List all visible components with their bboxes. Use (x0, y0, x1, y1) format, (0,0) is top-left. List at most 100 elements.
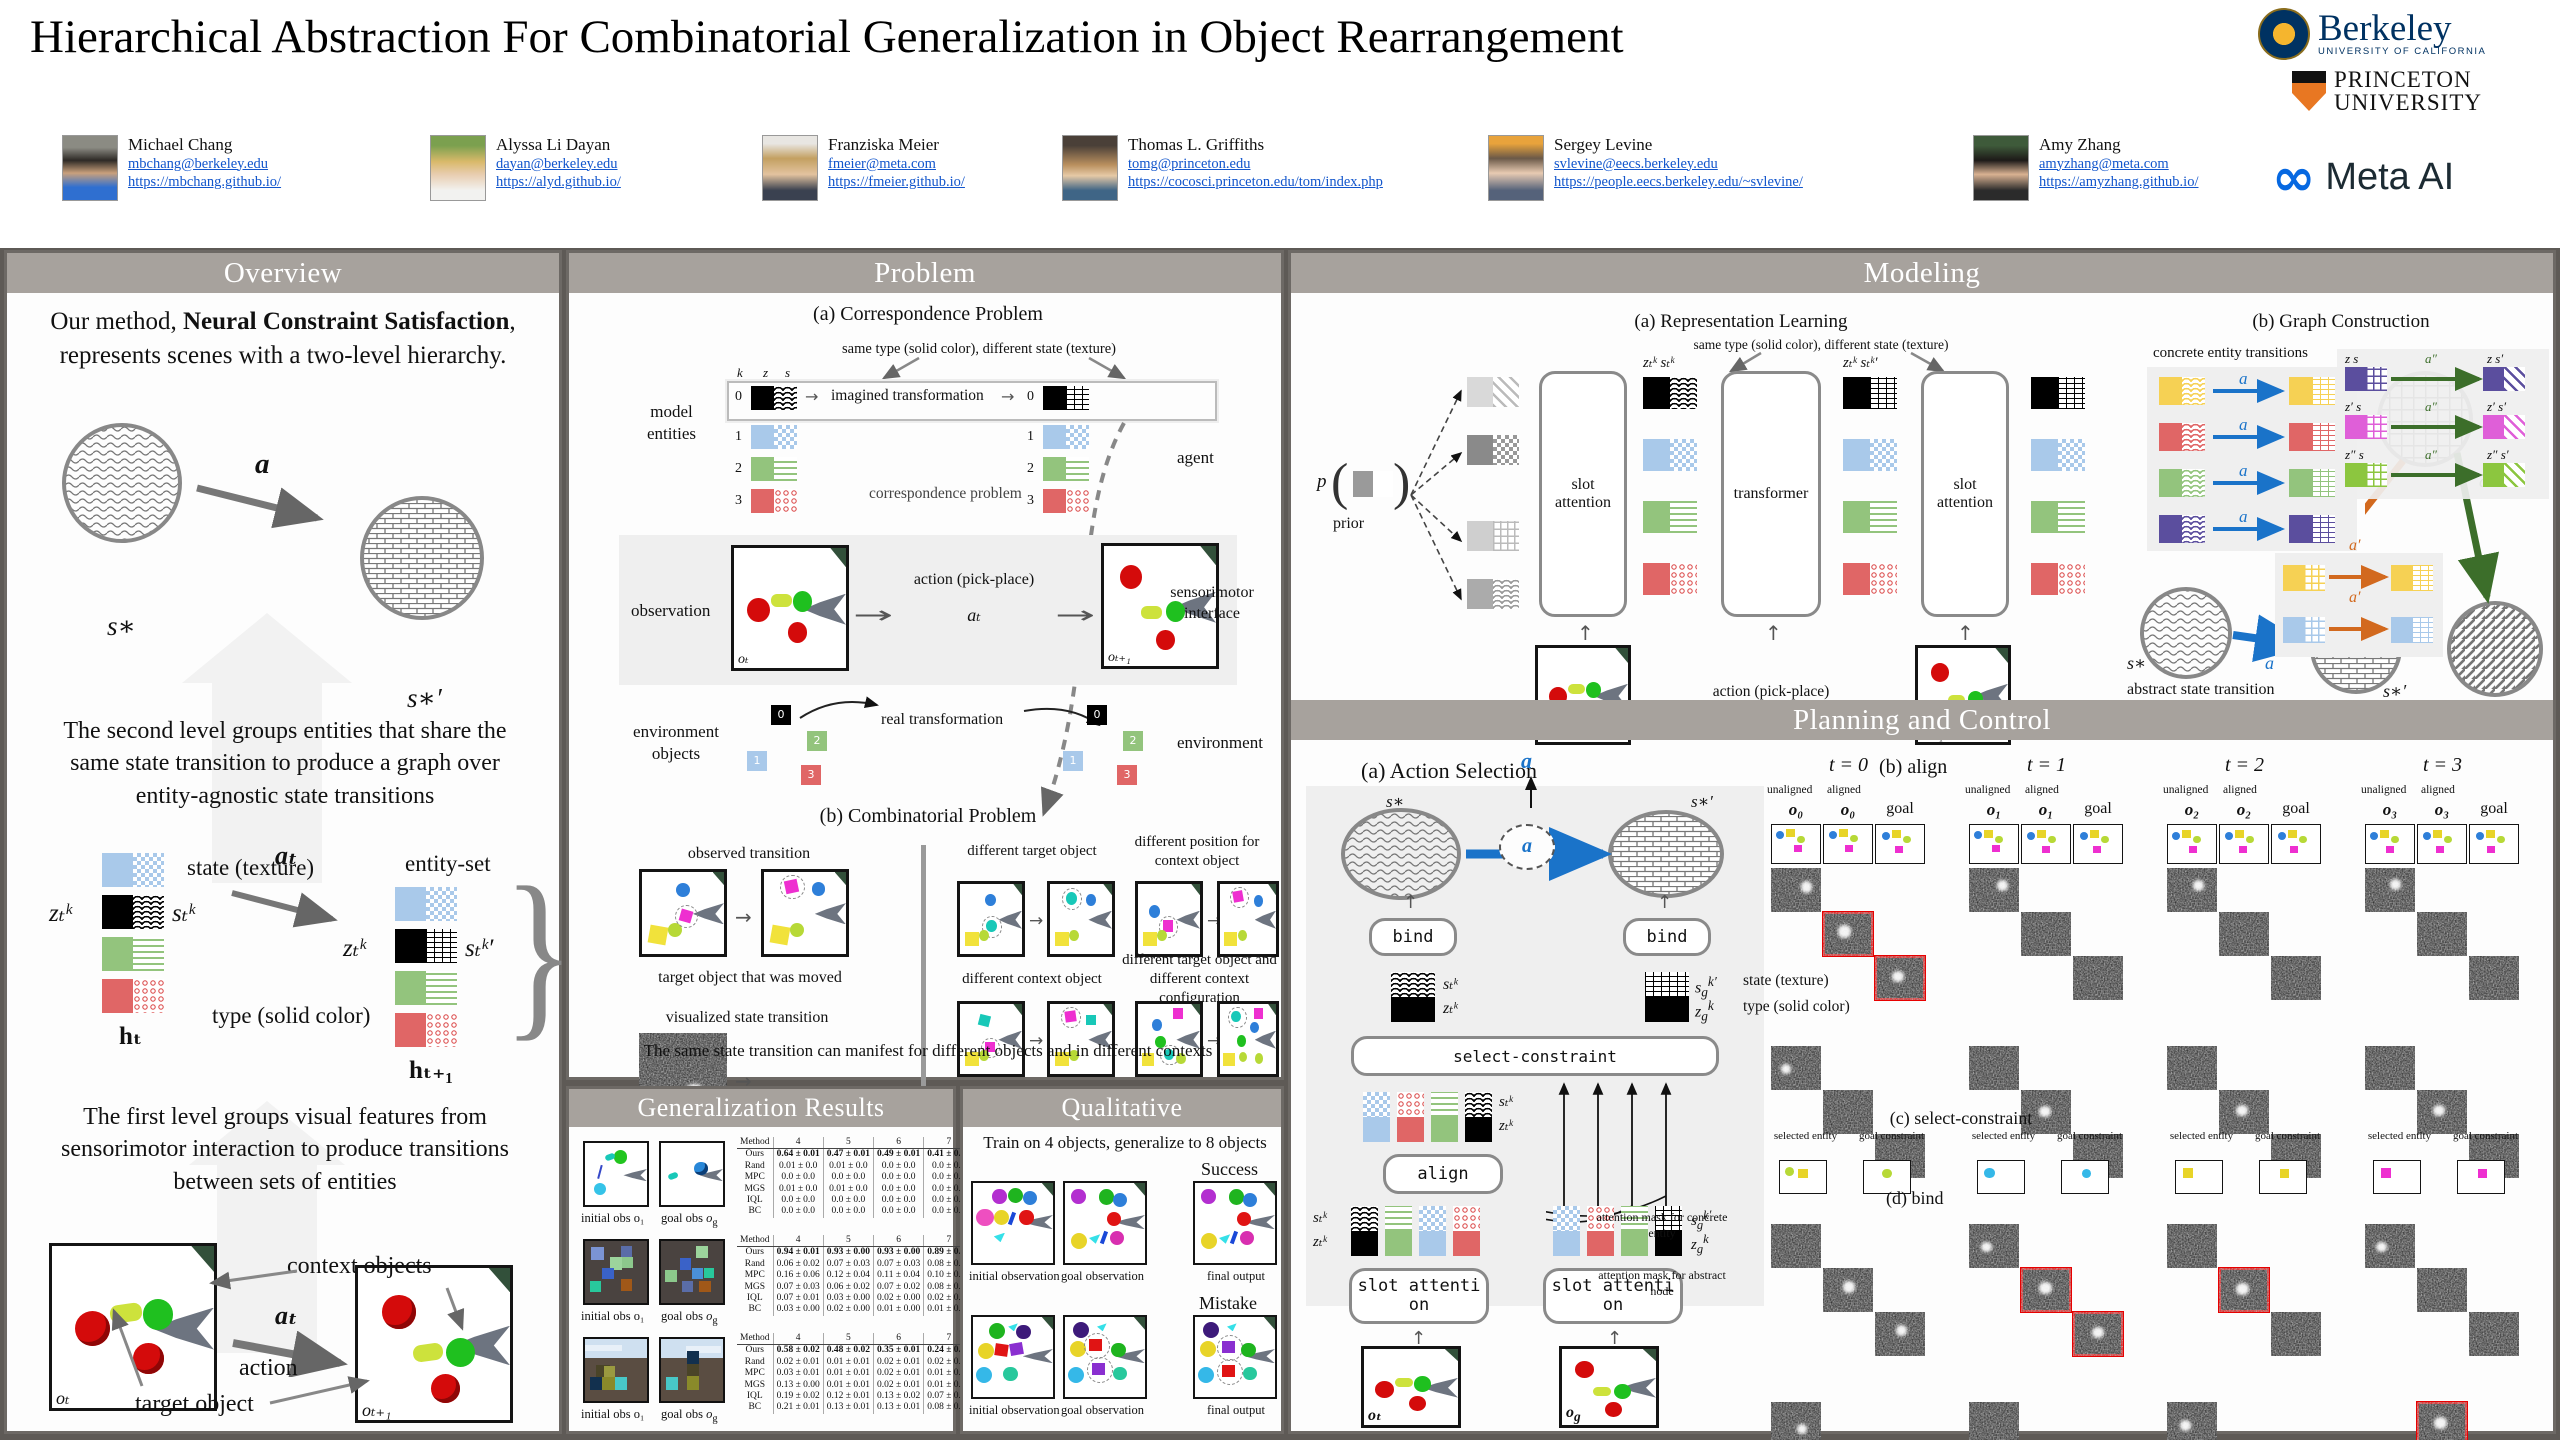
a-dprime-edge-label: a″ (2425, 351, 2437, 366)
variant-image (1047, 881, 1115, 957)
s-t-k-label: sₜᵏ (1313, 1210, 1327, 1226)
author-email-link[interactable]: mbchang@berkeley.edu (128, 155, 269, 172)
table-row: Rand 0.01 ± 0.0 0.01 ± 0.0 0.0 ± 0.0 0.0 ± 0… (737, 1160, 974, 1173)
s-g-k-label: sgk′ (1691, 1208, 1712, 1232)
variant-image (957, 881, 1025, 957)
a-prime-edge-label: a′ (2349, 589, 2361, 606)
author-email-link[interactable]: dayan@berkeley.edu (496, 155, 618, 172)
s-label: sₜᵏ (172, 900, 195, 927)
princeton-shield-icon (2292, 71, 2326, 111)
correspondence-title: (a) Correspondence Problem (813, 303, 1043, 325)
real-transformation-label: real transformation (881, 711, 1004, 728)
author-name: Alyssa Li Dayan (496, 135, 611, 154)
mini-scene-goal (2073, 824, 2123, 864)
goal-constraint-image (1863, 1160, 1911, 1194)
overview-header: Overview (7, 253, 559, 293)
variant-image (1217, 881, 1279, 957)
s-star-prime-label: s∗′ (407, 683, 442, 713)
qualitative-subtitle: Train on 4 objects, generalize to 8 obje… (983, 1133, 1267, 1152)
meta-infinity-icon: ∞ (2272, 147, 2316, 208)
initial-obs-image (583, 1239, 649, 1305)
observed-before-image (639, 869, 727, 957)
author-email-link[interactable]: fmeier@meta.com (828, 155, 936, 172)
arrow-icon: → (1029, 1031, 1044, 1051)
mini-scene (1969, 824, 2019, 864)
arrow-up-icon: ↑ (1957, 621, 1974, 645)
author-name: Thomas L. Griffiths (1128, 135, 1265, 154)
action-pick-place-label: action (pick-place) (913, 571, 1035, 588)
bind-box-1: bind (1369, 918, 1457, 956)
modeling-header: Modeling (1291, 253, 2553, 293)
graph-row-left-label: z″ s (2345, 447, 2364, 462)
meta-ai-logo: ∞ Meta AI (2272, 147, 2454, 208)
z-col-label: z (763, 365, 769, 380)
table-row: Rand 0.02 ± 0.01 0.01 ± 0.01 0.02 ± 0.01 0.0… (737, 1356, 974, 1369)
selected-entity-label: selected entity (1971, 1130, 2036, 1142)
graph-row-right-label: z s′ (2487, 351, 2504, 366)
variant-image (1217, 1001, 1279, 1077)
author-url-link[interactable]: https://cocosci.princeton.edu/tom/index.… (1128, 173, 1383, 190)
overview-intro: Our method, Neural Constraint Satisfacti… (50, 308, 516, 369)
final-output-caption: final output (1207, 1269, 1265, 1283)
same-type-annotation: same type (solid color), different state… (842, 341, 1116, 357)
time-group-2: t = 2 unaligned aligned o₂ o₂ goal (2157, 740, 2332, 1440)
initial-obs-image (583, 1141, 649, 1207)
results-table-1: Method 4 5 6 7 Ours 0.64 ± 0.01 0.47 ± 0.01 0.4… (737, 1137, 974, 1218)
selected-entity-image (1779, 1160, 1827, 1194)
results-panel: Generalization Results initial obs o₁ go… (566, 1086, 974, 1434)
s-star-label: s∗ (107, 611, 136, 641)
observed-transition-label: observed transition (687, 845, 811, 862)
goal-obs-image (659, 1141, 725, 1207)
author-url-link[interactable]: https://mbchang.github.io/ (128, 173, 282, 190)
observation-ot1-image: oₜ₊₁ (355, 1265, 513, 1423)
obs-label: o₁ (1986, 800, 2002, 819)
prior-label: prior (1333, 515, 1365, 532)
s-g-k-label: sgk′ (1695, 974, 1717, 1000)
goal-obs-image (659, 1239, 725, 1305)
author-url-link[interactable]: https://people.eecs.berkeley.edu/~svlevi… (1554, 173, 1803, 190)
author-url-link[interactable]: https://amyzhang.github.io/ (2039, 173, 2199, 190)
o-t-label: oₜ (56, 1388, 70, 1408)
goal-constraint-image (2457, 1160, 2505, 1194)
bind-title: (d) bind (1886, 1188, 1944, 1208)
z-g-k-label: zgk (1691, 1232, 1709, 1256)
author-url-link[interactable]: https://alyd.github.io/ (496, 173, 621, 190)
mask-concrete-label: attention mask for concrete entity (1596, 1210, 1728, 1240)
initial-obs-image (583, 1337, 649, 1403)
author-email-link[interactable]: amyzhang@meta.com (2039, 155, 2169, 172)
goal-obs-caption: goal obs og (661, 1309, 718, 1327)
diff-target-label: different target object (967, 843, 1097, 859)
author-amy-zhang: Amy Zhang amyzhang@meta.com https://amyz… (1973, 135, 2199, 201)
header: Hierarchical Abstraction For Combinatori… (0, 0, 2560, 248)
goal-label: goal (2480, 800, 2508, 817)
time-group-1: t = 1 unaligned aligned o₁ o₁ goal (1959, 740, 2134, 1440)
type-solid-color-label: type (solid color) (212, 1003, 371, 1028)
bind-box-2: bind (1623, 918, 1711, 956)
graph-row-right-label: z′ s′ (2487, 399, 2507, 414)
qualitative-panel: Qualitative Train on 4 objects, generali… (960, 1086, 1284, 1434)
variant-image (957, 1001, 1025, 1077)
a-dprime-edge-label: a″ (2425, 399, 2437, 414)
variant-image (1135, 881, 1203, 957)
arrow-icon: → (805, 387, 819, 406)
berkeley-wordmark: Berkeley (2318, 7, 2452, 49)
author-email-link[interactable]: svlevine@eecs.berkeley.edu (1554, 155, 1718, 172)
arrow-icon: → (1054, 601, 1096, 629)
author-email-link[interactable]: tomg@princeton.edu (1128, 155, 1251, 172)
action-label: a (255, 448, 270, 480)
row-id: 1 (735, 429, 742, 444)
problem-header: Problem (569, 253, 1281, 293)
aligned-label: aligned (2421, 784, 2455, 796)
z-t-k-label: zₜᵏ (1313, 1234, 1327, 1250)
table-row: Ours 0.58 ± 0.02 0.48 ± 0.02 0.35 ± 0.01 0.2… (737, 1344, 974, 1357)
target-moved-label: target object that was moved (658, 969, 842, 986)
princeton-wordmark-line2: UNIVERSITY (2334, 90, 2482, 115)
observed-after-image (761, 869, 849, 957)
table-row: BC 0.0 ± 0.0 0.0 ± 0.0 0.0 ± 0.0 0.0 ± 0.0 (737, 1206, 974, 1218)
diff-both-label: different target object and different co… (1122, 952, 1277, 1006)
z-s-labels: zₜᵏ sₜᵏ (1643, 355, 1675, 371)
row-id: 3 (1027, 493, 1034, 508)
berkeley-subtext: UNIVERSITY OF CALIFORNIA (2318, 46, 2487, 58)
table-row: BC 0.21 ± 0.01 0.13 ± 0.01 0.13 ± 0.01 0.08 … (737, 1402, 974, 1414)
author-url-link[interactable]: https://fmeier.github.io/ (828, 173, 965, 190)
